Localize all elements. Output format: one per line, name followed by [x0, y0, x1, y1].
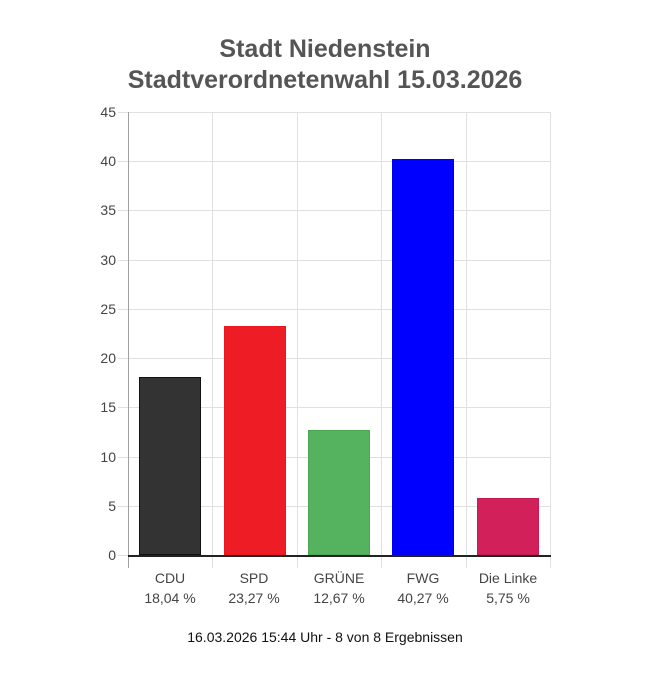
- chart-subtitle: Stadtverordnetenwahl 15.03.2026: [127, 66, 523, 94]
- x-percentage-label: 18,04 %: [144, 590, 196, 606]
- x-percentage-label: 23,27 %: [228, 590, 280, 606]
- x-percentage-label: 12,67 %: [313, 590, 365, 606]
- gridline-vertical: [550, 112, 551, 568]
- y-tick-label: 10: [100, 449, 116, 465]
- bar-cdu: [139, 377, 201, 555]
- gridline-horizontal: [118, 555, 128, 556]
- x-category-label: GRÜNE: [313, 570, 365, 586]
- gridline-horizontal: [118, 210, 550, 211]
- gridline-horizontal: [118, 161, 550, 162]
- y-tick-label: 5: [108, 498, 116, 514]
- gridline-vertical: [297, 112, 298, 568]
- y-tick-label: 20: [100, 350, 116, 366]
- gridline-vertical: [212, 112, 213, 568]
- y-tick-label: 35: [100, 202, 116, 218]
- x-category-label: CDU: [154, 570, 186, 586]
- gridline-horizontal: [118, 112, 550, 113]
- results-status: 16.03.2026 15:44 Uhr - 8 von 8 Ergebniss…: [187, 629, 463, 645]
- gridline-horizontal: [118, 309, 550, 310]
- y-tick-label: 45: [100, 104, 116, 120]
- x-axis: [128, 555, 551, 557]
- chart-title: Stadt Niedenstein: [219, 35, 431, 63]
- bar-fwg: [392, 159, 454, 555]
- y-tick-label: 30: [100, 252, 116, 268]
- gridline-vertical: [381, 112, 382, 568]
- gridline-horizontal: [118, 407, 550, 408]
- x-percentage-label: 40,27 %: [397, 590, 449, 606]
- bar-spd: [224, 326, 286, 555]
- y-tick-label: 25: [100, 301, 116, 317]
- x-category-label: Die Linke: [478, 570, 538, 586]
- y-tick-label: 40: [100, 153, 116, 169]
- x-category-label: SPD: [239, 570, 269, 586]
- bar-die-linke: [477, 498, 539, 555]
- x-category-label: FWG: [406, 570, 440, 586]
- y-tick-label: 0: [108, 547, 116, 563]
- x-percentage-label: 5,75 %: [486, 590, 530, 606]
- gridline-horizontal: [118, 260, 550, 261]
- gridline-vertical: [466, 112, 467, 568]
- gridline-horizontal: [118, 358, 550, 359]
- bar-gr-ne: [308, 430, 370, 555]
- y-axis: [128, 112, 129, 568]
- y-tick-label: 15: [100, 399, 116, 415]
